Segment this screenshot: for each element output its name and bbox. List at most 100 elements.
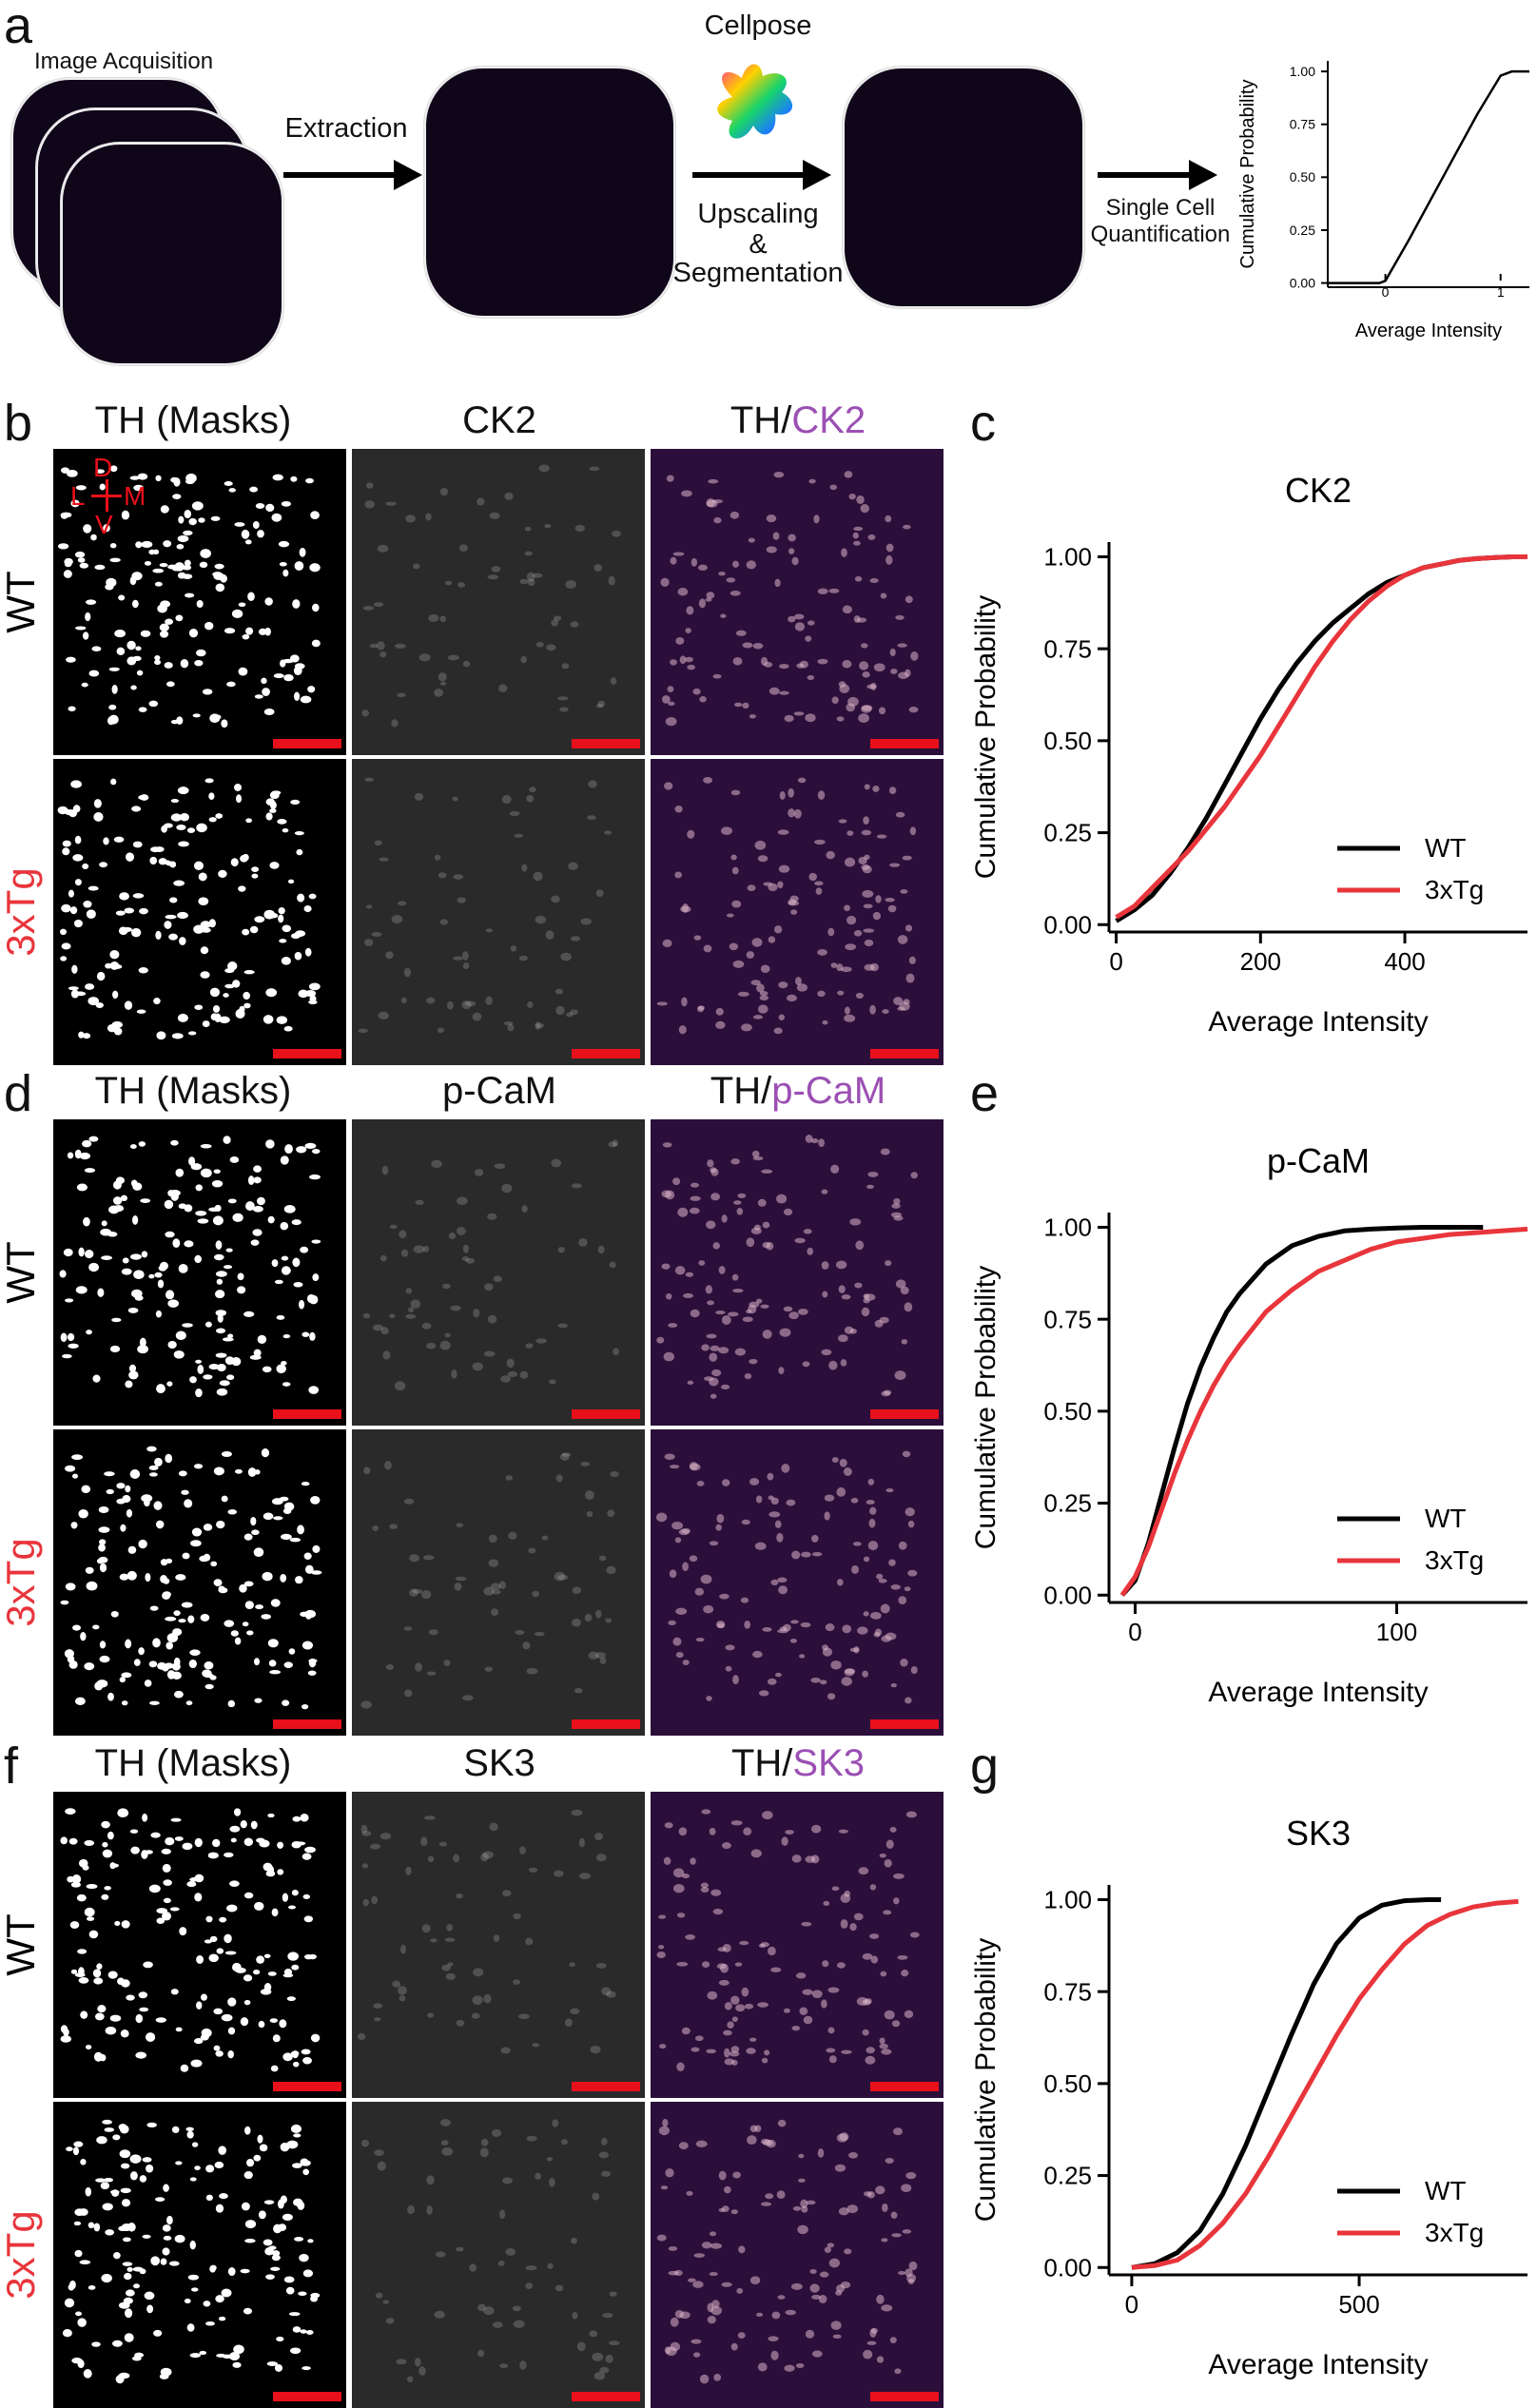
chart-title: CK2 <box>1285 471 1352 510</box>
orientation-d: D <box>93 453 113 482</box>
orientation-m: M <box>124 481 146 511</box>
chart-title: p-CaM <box>1267 1141 1370 1180</box>
micro-d-0-0 <box>53 1119 346 1426</box>
row-label-wt: WT <box>0 1913 43 1976</box>
micro-b-1-1-image <box>352 759 645 1065</box>
micro-f-0-1 <box>352 1792 645 2098</box>
y-tick-label: 0.00 <box>1043 910 1092 939</box>
y-tick-label: 0.25 <box>1043 2162 1092 2190</box>
x-tick-label: 0 <box>1382 284 1390 300</box>
micro-d-1-2-image <box>651 1429 944 1736</box>
merge-title-marker: SK3 <box>792 1742 866 1784</box>
series-line-3xtg <box>1131 1898 1519 2270</box>
y-tick-label: 0.00 <box>1043 2253 1092 2282</box>
column-title-merge: TH/CK2 <box>651 401 945 439</box>
ampersand-label: & <box>749 229 768 260</box>
panel-letter-d: d <box>4 1065 33 1122</box>
panel-letter-e: e <box>970 1065 1000 1122</box>
micro-b-1-2-image <box>651 759 944 1065</box>
micro-d-0-0-image <box>59 1136 321 1398</box>
series-line-3xtg <box>1119 1226 1528 1597</box>
column-title-masks: TH (Masks) <box>94 1742 292 1784</box>
y-tick-label: 0.50 <box>1043 727 1092 755</box>
micro-b-0-2 <box>651 449 944 755</box>
cdf-chart-g: 0.00 0.25 0.50 0.75 1.00 0 500 SK3 Average Inten… <box>970 1814 1527 2379</box>
micro-d-1-2 <box>651 1429 944 1736</box>
series-line-wt <box>1115 554 1527 923</box>
micro-b-0-0-image <box>57 465 321 728</box>
legend-label: 3xTg <box>1425 2218 1484 2247</box>
column-title-masks: TH (Masks) <box>94 399 292 441</box>
scale-bar <box>572 1719 640 1729</box>
scale-bar <box>273 2082 341 2091</box>
merge-title-th: TH/ <box>710 1070 772 1112</box>
cdf-chart-c: 0.00 0.25 0.50 0.75 1.00 0 200 400 CK2 Average In… <box>970 471 1527 1037</box>
scale-bar <box>870 1409 939 1419</box>
scale-bar <box>572 1049 640 1058</box>
series-line-wt <box>1119 1225 1484 1597</box>
merge-title-th: TH/ <box>730 399 792 441</box>
scale-bar <box>572 2082 640 2091</box>
acquisition-tile-front <box>61 143 283 365</box>
x-axis-label: Average Intensity <box>1208 1677 1428 1707</box>
y-tick-label: 0.00 <box>1290 275 1315 290</box>
legend-label: 3xTg <box>1425 875 1484 904</box>
panel-letter-a: a <box>4 0 33 54</box>
micro-f-0-1-image <box>352 1792 645 2098</box>
x-tick-label: 1 <box>1497 284 1505 300</box>
column-title-merge: TH/p-CaM <box>651 1072 945 1110</box>
micro-b-0-1-image <box>352 449 645 755</box>
y-tick-label: 0.25 <box>1043 1489 1092 1518</box>
series-line-3xtg <box>1115 554 1527 920</box>
row-label-3xtg: 3xTg <box>0 1538 43 1627</box>
merge-title-marker: CK2 <box>791 399 866 441</box>
micro-d-0-2-image <box>651 1119 944 1426</box>
scale-bar <box>273 1049 341 1058</box>
arrow-quantification <box>1098 160 1217 190</box>
y-tick-label: 0.75 <box>1043 1305 1092 1333</box>
extracted-tile <box>424 67 675 318</box>
scale-bar <box>273 1409 341 1419</box>
column-title-merge: TH/SK3 <box>651 1744 945 1782</box>
merge-title-th: TH/ <box>730 1742 793 1784</box>
arrow-segmentation <box>692 160 831 190</box>
micro-d-0-2 <box>651 1119 944 1426</box>
scale-bar <box>572 739 640 748</box>
micro-f-1-1 <box>352 2102 645 2408</box>
segmented-tile <box>843 67 1084 308</box>
micro-f-0-0 <box>53 1792 346 2098</box>
scale-bar <box>870 2392 939 2401</box>
legend-label: WT <box>1425 1504 1467 1533</box>
y-tick-label: 0.25 <box>1043 819 1092 847</box>
micro-f-1-0-image <box>62 2119 321 2384</box>
micro-f-0-0-image <box>60 1808 321 2072</box>
scale-bar <box>273 739 341 748</box>
cellpose-label: Cellpose <box>704 10 812 41</box>
scale-bar <box>273 1719 341 1729</box>
micro-b-0-2-image <box>651 449 944 755</box>
legend-label: WT <box>1425 833 1467 863</box>
single-cell-label: Single Cell <box>1105 195 1216 221</box>
micro-b-0-0 <box>53 449 346 755</box>
column-title-marker: p-CaM <box>441 1070 557 1112</box>
x-axis-label: Average Intensity <box>1208 1006 1428 1037</box>
arrow-extraction <box>283 160 422 190</box>
extraction-label: Extraction <box>284 113 408 144</box>
scale-bar <box>273 2392 341 2401</box>
micro-d-1-0 <box>53 1429 346 1736</box>
x-tick-label: 0 <box>1109 947 1122 976</box>
upscaling-label: Upscaling <box>697 199 819 229</box>
y-tick-label: 1.00 <box>1043 1886 1092 1914</box>
micro-d-1-0-image <box>60 1446 322 1710</box>
micro-b-1-0-image <box>57 778 321 1040</box>
scale-bar <box>870 1719 939 1729</box>
row-label-3xtg: 3xTg <box>0 2210 43 2300</box>
y-tick-label: 0.50 <box>1043 2069 1092 2098</box>
row-label-wt: WT <box>0 571 43 633</box>
scale-bar <box>572 2392 640 2401</box>
x-tick-label: 400 <box>1384 947 1425 976</box>
scale-bar <box>870 1049 939 1058</box>
legend-label: 3xTg <box>1425 1545 1484 1575</box>
micro-b-1-2 <box>651 759 944 1065</box>
panel-letter-g: g <box>970 1738 1000 1795</box>
